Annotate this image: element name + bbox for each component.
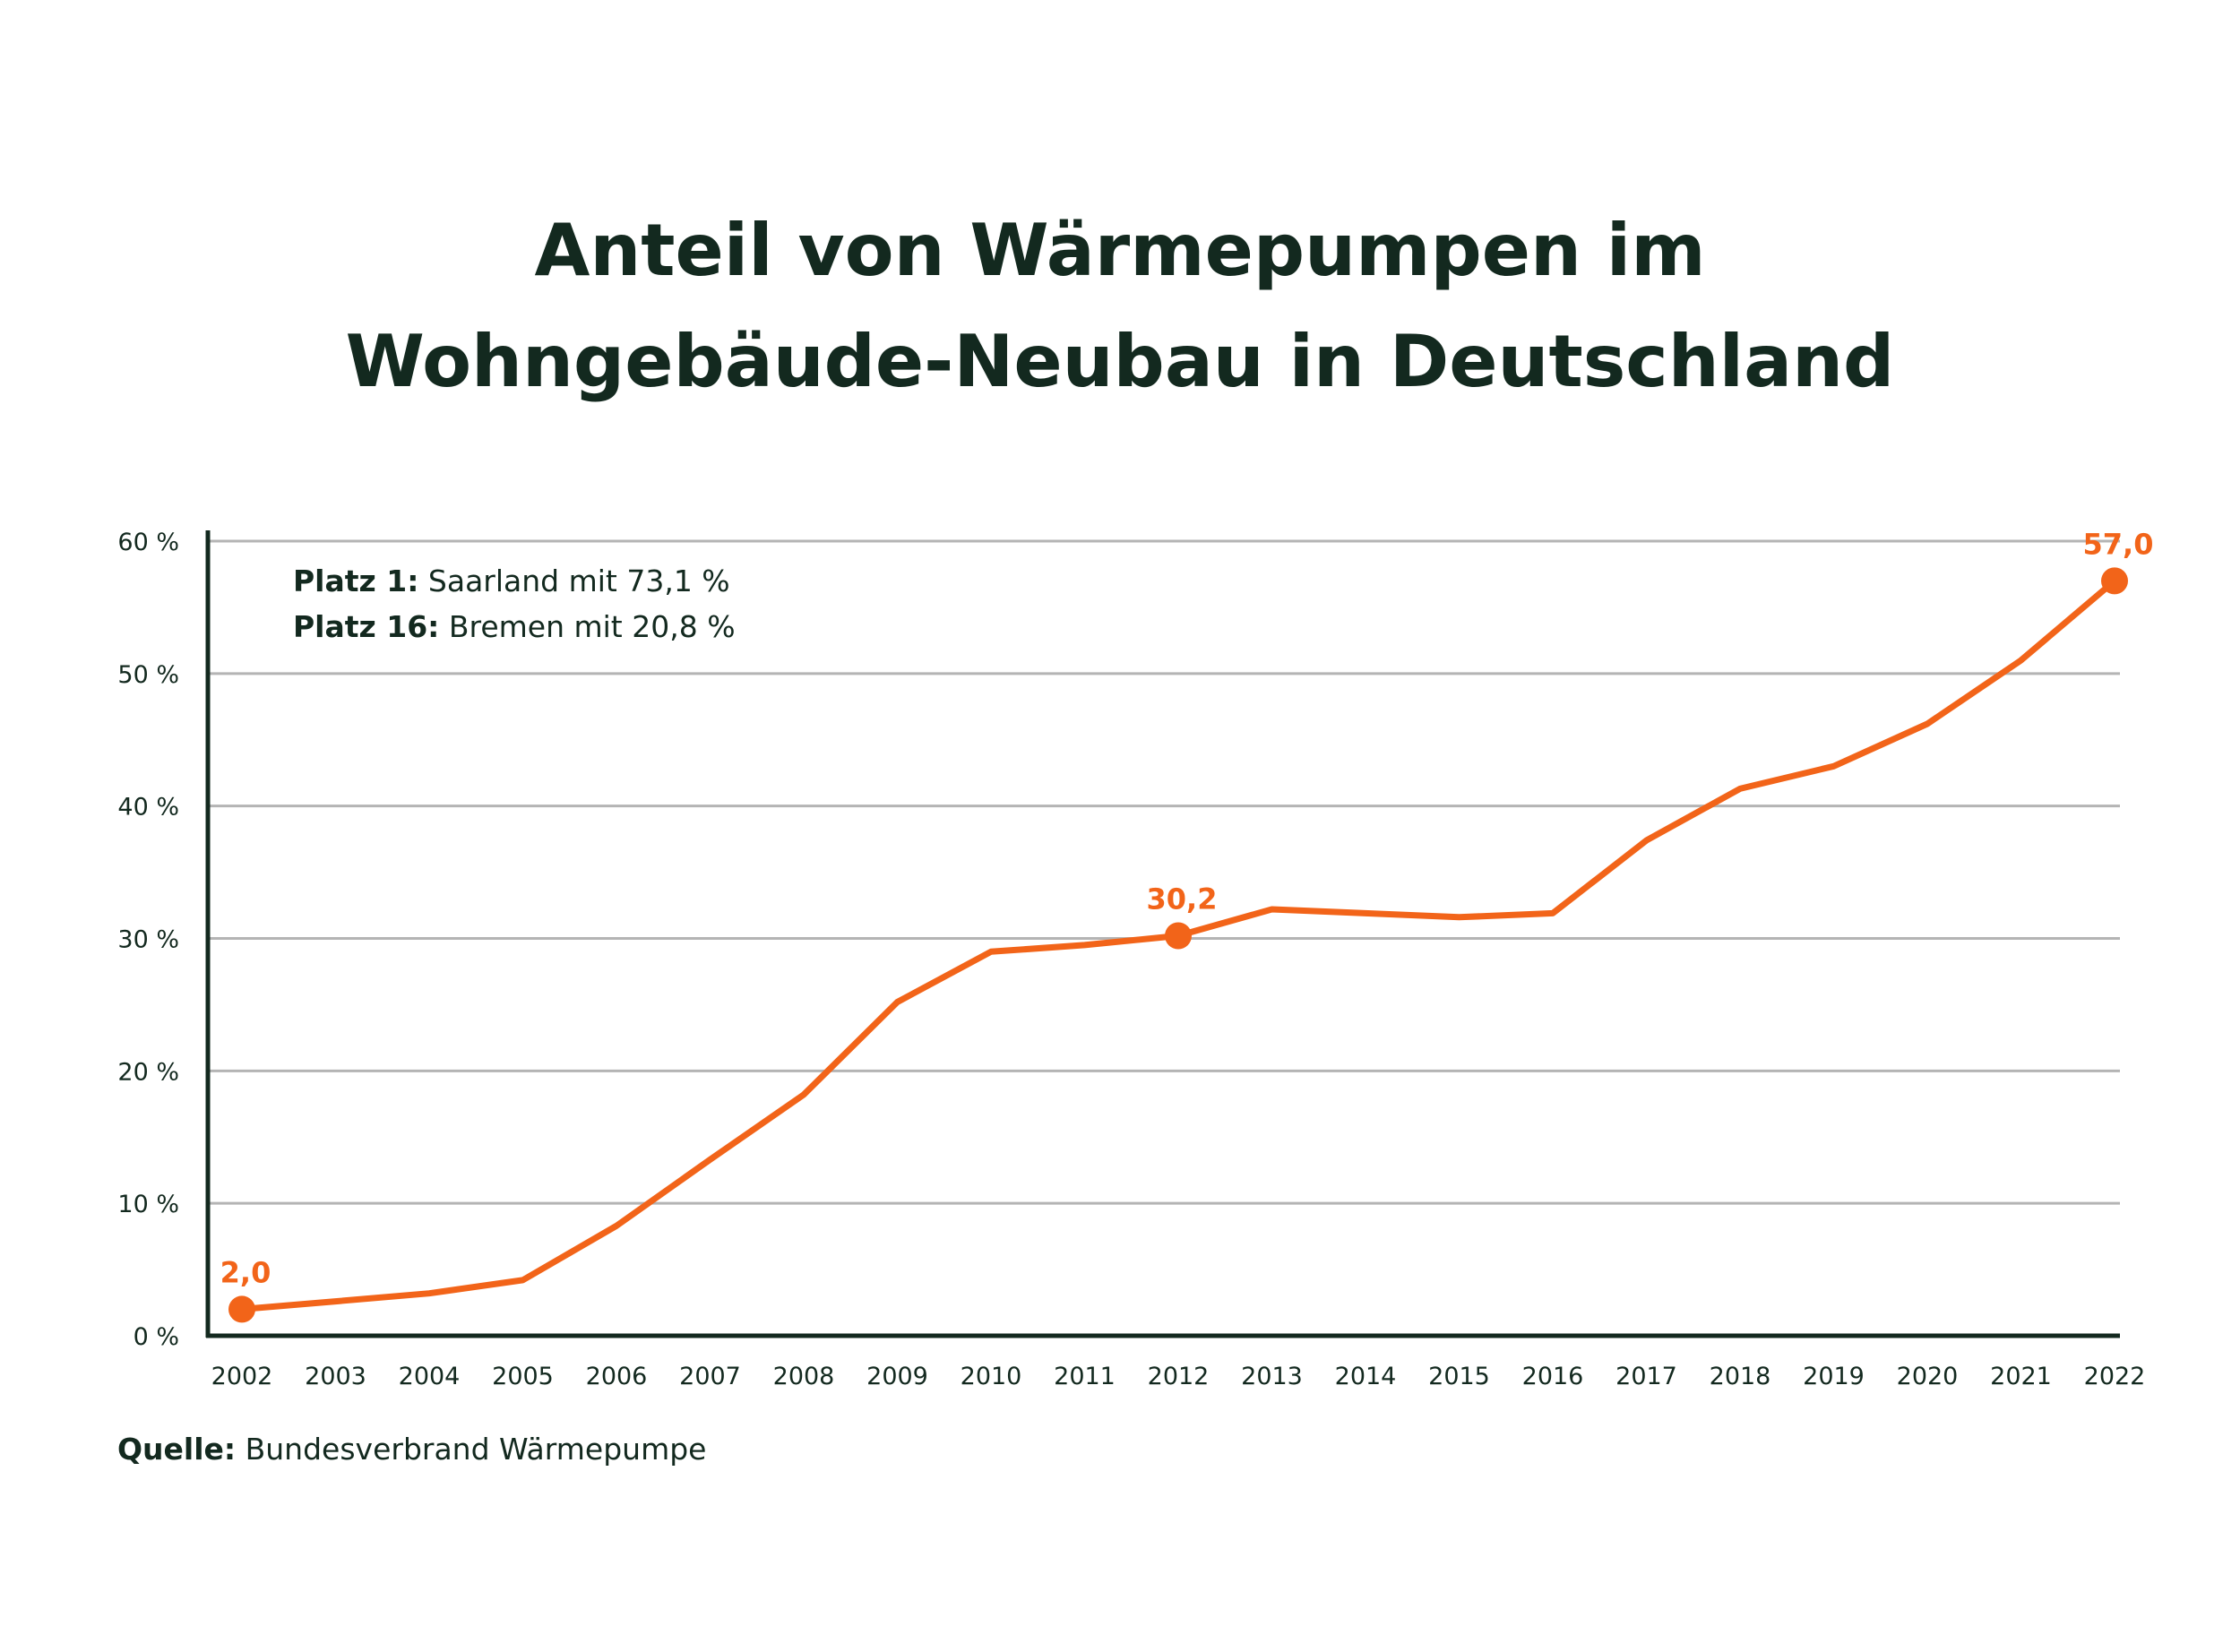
- annotation-line-2: Platz 16: Bremen mit 20,8 %: [293, 609, 736, 644]
- x-tick-label: 2007: [679, 1363, 741, 1390]
- x-tick-label: 2012: [1148, 1363, 1210, 1390]
- annotation-2-text: Bremen mit 20,8 %: [439, 609, 735, 644]
- y-tick-label: 0 %: [134, 1323, 179, 1351]
- x-tick-label: 2013: [1241, 1363, 1303, 1390]
- x-tick-label: 2017: [1615, 1363, 1677, 1390]
- x-tick-label: 2010: [961, 1363, 1022, 1390]
- x-tick-label: 2020: [1897, 1363, 1959, 1390]
- chart-title: Anteil von Wärmepumpen im Wohngebäude-Ne…: [0, 195, 2240, 417]
- x-tick-label: 2022: [2084, 1363, 2146, 1390]
- x-tick-label: 2015: [1428, 1363, 1490, 1390]
- annotation-line-1: Platz 1: Saarland mit 73,1 %: [293, 564, 730, 598]
- x-tick-label: 2005: [492, 1363, 554, 1390]
- x-tick-label: 2003: [305, 1363, 366, 1390]
- x-tick-label: 2009: [866, 1363, 928, 1390]
- x-tick-label: 2016: [1522, 1363, 1584, 1390]
- annotation-1-text: Saarland mit 73,1 %: [418, 564, 729, 598]
- annotation-2-bold: Platz 16:: [293, 609, 439, 644]
- x-tick-label: 2006: [586, 1363, 648, 1390]
- x-tick-label: 2008: [773, 1363, 835, 1390]
- source-label: Quelle:: [117, 1432, 237, 1467]
- data-point: [228, 1295, 255, 1323]
- annotation-box: Platz 1: Saarland mit 73,1 % Platz 16: B…: [293, 564, 736, 644]
- y-tick-label: 40 %: [117, 794, 179, 822]
- y-tick-label: 60 %: [117, 529, 179, 556]
- x-tick-label: 2011: [1054, 1363, 1116, 1390]
- source-note: Quelle: Bundesverbrand Wärmepumpe: [117, 1432, 706, 1467]
- chart-title-line-2: Wohngebäude-Neubau in Deutschland: [345, 320, 1895, 403]
- data-label: 30,2: [1147, 882, 1218, 916]
- highlight-points: 2,0 30,2 57,0: [220, 527, 2154, 1323]
- axes: [205, 530, 2120, 1338]
- y-tick-label: 30 %: [117, 926, 179, 954]
- x-tick-label: 2021: [1990, 1363, 2052, 1390]
- source-text: Bundesverbrand Wärmepumpe: [236, 1432, 707, 1467]
- y-tick-label: 50 %: [117, 661, 179, 689]
- y-tick-labels: 0 % 10 % 20 % 30 % 40 % 50 % 60 %: [117, 529, 179, 1351]
- x-tick-label: 2004: [399, 1363, 461, 1390]
- x-tick-label: 2002: [211, 1363, 273, 1390]
- data-point: [1165, 922, 1192, 950]
- data-label: 57,0: [2083, 527, 2154, 561]
- y-tick-label: 10 %: [117, 1191, 179, 1218]
- x-tick-labels: 2002 2003 2004 2005 2006 2007 2008 2009 2010 2011…: [211, 1363, 2146, 1390]
- y-tick-label: 20 %: [117, 1058, 179, 1086]
- x-tick-label: 2019: [1803, 1363, 1865, 1390]
- x-tick-label: 2018: [1710, 1363, 1771, 1390]
- data-point: [2101, 567, 2128, 595]
- chart-title-line-1: Anteil von Wärmepumpen im: [534, 209, 1706, 292]
- data-label: 2,0: [220, 1255, 271, 1289]
- annotation-1-bold: Platz 1:: [293, 564, 418, 598]
- x-tick-label: 2014: [1335, 1363, 1397, 1390]
